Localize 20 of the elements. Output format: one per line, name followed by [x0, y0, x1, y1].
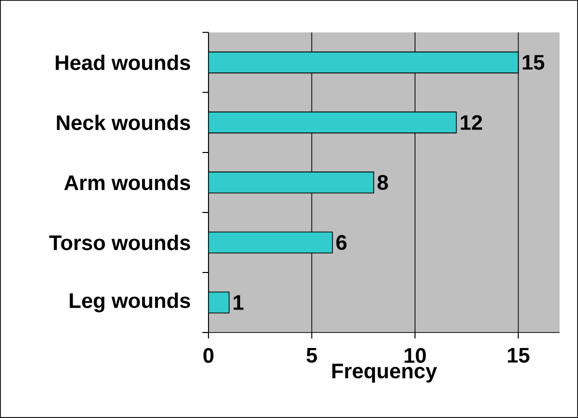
- y-tick-label: Arm wounds: [64, 174, 190, 190]
- x-tick-label: 15: [508, 348, 530, 363]
- bar: [208, 172, 374, 194]
- data-label: 8: [378, 175, 388, 190]
- y-tick-label: Leg wounds: [70, 292, 190, 312]
- y-tick-label: Neck wounds: [56, 114, 190, 130]
- data-label: 15: [522, 55, 544, 70]
- bar: [208, 52, 519, 74]
- x-axis-title: Frequency: [332, 364, 438, 383]
- x-tick-label: 5: [306, 348, 317, 363]
- data-label: 1: [234, 295, 244, 310]
- y-tick-label: Torso wounds: [49, 234, 190, 250]
- data-label: 6: [336, 235, 347, 250]
- x-tick-label: 10: [404, 348, 426, 363]
- bar: [208, 232, 333, 254]
- data-label: 12: [460, 115, 482, 130]
- bar: [208, 292, 230, 314]
- bar: [208, 112, 457, 134]
- x-tick-label: 0: [203, 348, 214, 363]
- y-tick-label: Head wounds: [56, 54, 190, 70]
